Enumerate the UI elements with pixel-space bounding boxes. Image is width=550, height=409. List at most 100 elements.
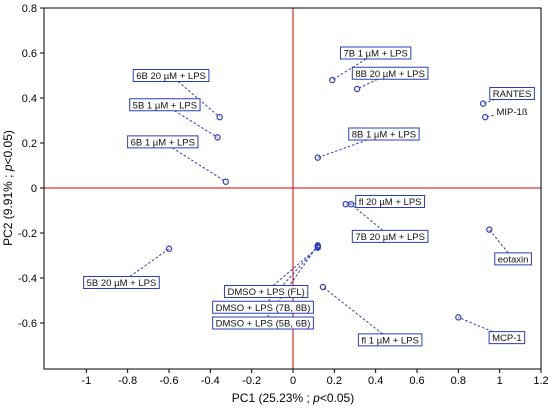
label-8b-20-um-lps: 8B 20 µM + LPS xyxy=(351,66,429,80)
point-5b-20-um-lps xyxy=(165,245,173,252)
x-axis-label: PC1 (25.23% ; p<0.05) xyxy=(232,391,354,405)
leader-7b-20-um-lps xyxy=(350,203,384,231)
x-tick-label: 0.6 xyxy=(409,375,424,387)
x-tick-label: 1.2 xyxy=(533,375,548,387)
label-mcp-1: MCP-1 xyxy=(488,331,526,345)
label-box xyxy=(357,333,423,347)
label-text: DMSO + LPS (7B, 8B) xyxy=(216,303,311,314)
x-tick-label: -1 xyxy=(81,375,91,387)
label-text: fl 1 µM + LPS xyxy=(361,335,418,346)
x-tick-label: -0.8 xyxy=(118,375,137,387)
label-box xyxy=(494,252,532,266)
x-tick-label: 0.4 xyxy=(368,375,383,387)
label-fl-20-um-lps: fl 20 µM + LPS xyxy=(355,195,426,208)
data-points xyxy=(165,76,493,321)
x-axis-label-main: PC1 (25.23% ; xyxy=(232,391,313,405)
axis-tick-labels: -1 -0.8 -0.6 -0.4 -0.2 0 0.2 0.4 0.6 0.8 1 1.2 0.8 0.… xyxy=(18,3,549,387)
label-dmso-lps-fl: DMSO + LPS (FL) xyxy=(223,285,309,298)
label-eotaxin: eotaxin xyxy=(494,252,532,266)
label-text: fl 20 µM + LPS xyxy=(359,197,422,208)
point-7b-1-um-lps xyxy=(329,76,336,84)
x-tick-label: -0.2 xyxy=(242,375,261,387)
label-text: 7B 20 µM + LPS xyxy=(355,232,425,243)
label-box xyxy=(129,98,201,112)
label-7b-1-um-lps: 7B 1 µM + LPS xyxy=(339,46,412,60)
label-text: 5B 20 µM + LPS xyxy=(87,278,157,289)
x-tick-label: 0.8 xyxy=(451,375,466,387)
y-tick-label: -0.6 xyxy=(18,318,37,330)
x-tick-label: 0.2 xyxy=(327,375,342,387)
point-6b-1-um-lps xyxy=(222,178,230,185)
label-box xyxy=(355,195,426,208)
y-axis-label: PC2 (9.91% ; p<0.05) xyxy=(1,130,15,246)
point-7b-20-um-lps xyxy=(347,200,355,208)
x-tick-label: -0.6 xyxy=(160,375,179,387)
label-box xyxy=(223,285,309,298)
label-6b-20-um-lps: 6B 20 µM + LPS xyxy=(132,69,210,82)
y-tick-label: 0 xyxy=(31,183,37,195)
label-text: 6B 1 µM + LPS xyxy=(131,137,195,148)
leader-7b-1-um-lps xyxy=(332,58,367,81)
point-eotaxin xyxy=(486,226,493,233)
leader-5b-20-um-lps xyxy=(129,248,170,277)
label-box xyxy=(348,127,420,141)
leader-fl-1-um-lps xyxy=(322,286,383,335)
point-5b-1-um-lps xyxy=(214,134,221,141)
x-axis-label-p: p xyxy=(312,391,320,405)
label-8b-1-um-lps: 8B 1 µM + LPS xyxy=(348,127,420,141)
label-box xyxy=(489,87,535,100)
label-mip-1b: MIP-1ß xyxy=(496,107,527,118)
label-text: eotaxin xyxy=(498,254,529,265)
y-tick-label: 0.2 xyxy=(22,138,37,150)
label-text: 5B 1 µM + LPS xyxy=(133,100,197,111)
x-axis-label-tail: <0.05) xyxy=(320,391,354,405)
y-tick-label: 0.8 xyxy=(22,3,37,15)
label-box xyxy=(212,300,314,314)
label-5b-1-um-lps: 5B 1 µM + LPS xyxy=(129,98,201,112)
label-text: RANTES xyxy=(493,89,532,100)
label-box xyxy=(488,331,526,345)
leader-fl-20-um-lps xyxy=(345,203,356,205)
leader-mcp-1 xyxy=(458,316,493,333)
leader-dmso-lps-7b-8b xyxy=(268,246,319,302)
point-mip-1b xyxy=(482,113,489,121)
plot-frame xyxy=(43,7,542,370)
label-6b-1-um-lps: 6B 1 µM + LPS xyxy=(127,135,199,149)
y-tick-label: -0.2 xyxy=(18,228,37,240)
point-labels: RANTES MIP-1ß 7B 1 µM + LPS 8B 20 µM + LPS 8… xyxy=(83,46,535,347)
y-tick-label: 0.6 xyxy=(22,48,37,60)
leader-dmso-lps-fl xyxy=(272,247,319,286)
leader-8b-1-um-lps xyxy=(317,139,368,159)
label-text: 7B 1 µM + LPS xyxy=(343,49,407,60)
leader-6b-1-um-lps xyxy=(172,147,227,183)
point-8b-20-um-lps xyxy=(353,85,361,93)
axis-ticks xyxy=(40,7,542,373)
label-fl-1-um-lps: fl 1 µM + LPS xyxy=(357,333,423,347)
leader-eotaxin xyxy=(488,229,509,254)
label-box xyxy=(127,135,199,149)
label-text: MIP-1ß xyxy=(496,107,527,118)
label-text: DMSO + LPS (5B, 6B) xyxy=(216,319,311,330)
leader-mip-1b xyxy=(485,114,494,118)
label-dmso-lps-5b-6b: DMSO + LPS (5B, 6B) xyxy=(212,316,314,330)
label-rantes: RANTES xyxy=(489,87,535,100)
x-tick-label: -0.4 xyxy=(201,375,220,387)
label-text: 8B 1 µM + LPS xyxy=(352,130,416,141)
label-box xyxy=(212,316,314,330)
label-box xyxy=(351,66,429,80)
label-text: 8B 20 µM + LPS xyxy=(355,69,425,80)
label-box xyxy=(83,276,160,289)
y-tick-label: -0.4 xyxy=(18,273,37,285)
leader-8b-20-um-lps xyxy=(356,78,378,90)
y-axis-label-p: p xyxy=(1,164,15,172)
point-6b-20-um-lps xyxy=(216,113,223,121)
label-text: MCP-1 xyxy=(492,333,522,344)
label-box xyxy=(339,46,412,60)
label-text: 6B 20 µM + LPS xyxy=(136,71,206,82)
y-tick-label: 0.4 xyxy=(22,93,37,105)
point-8b-1-um-lps xyxy=(314,154,321,161)
label-box xyxy=(351,229,429,243)
label-text: DMSO + LPS (FL) xyxy=(227,287,304,298)
point-fl-1-um-lps xyxy=(319,283,327,291)
